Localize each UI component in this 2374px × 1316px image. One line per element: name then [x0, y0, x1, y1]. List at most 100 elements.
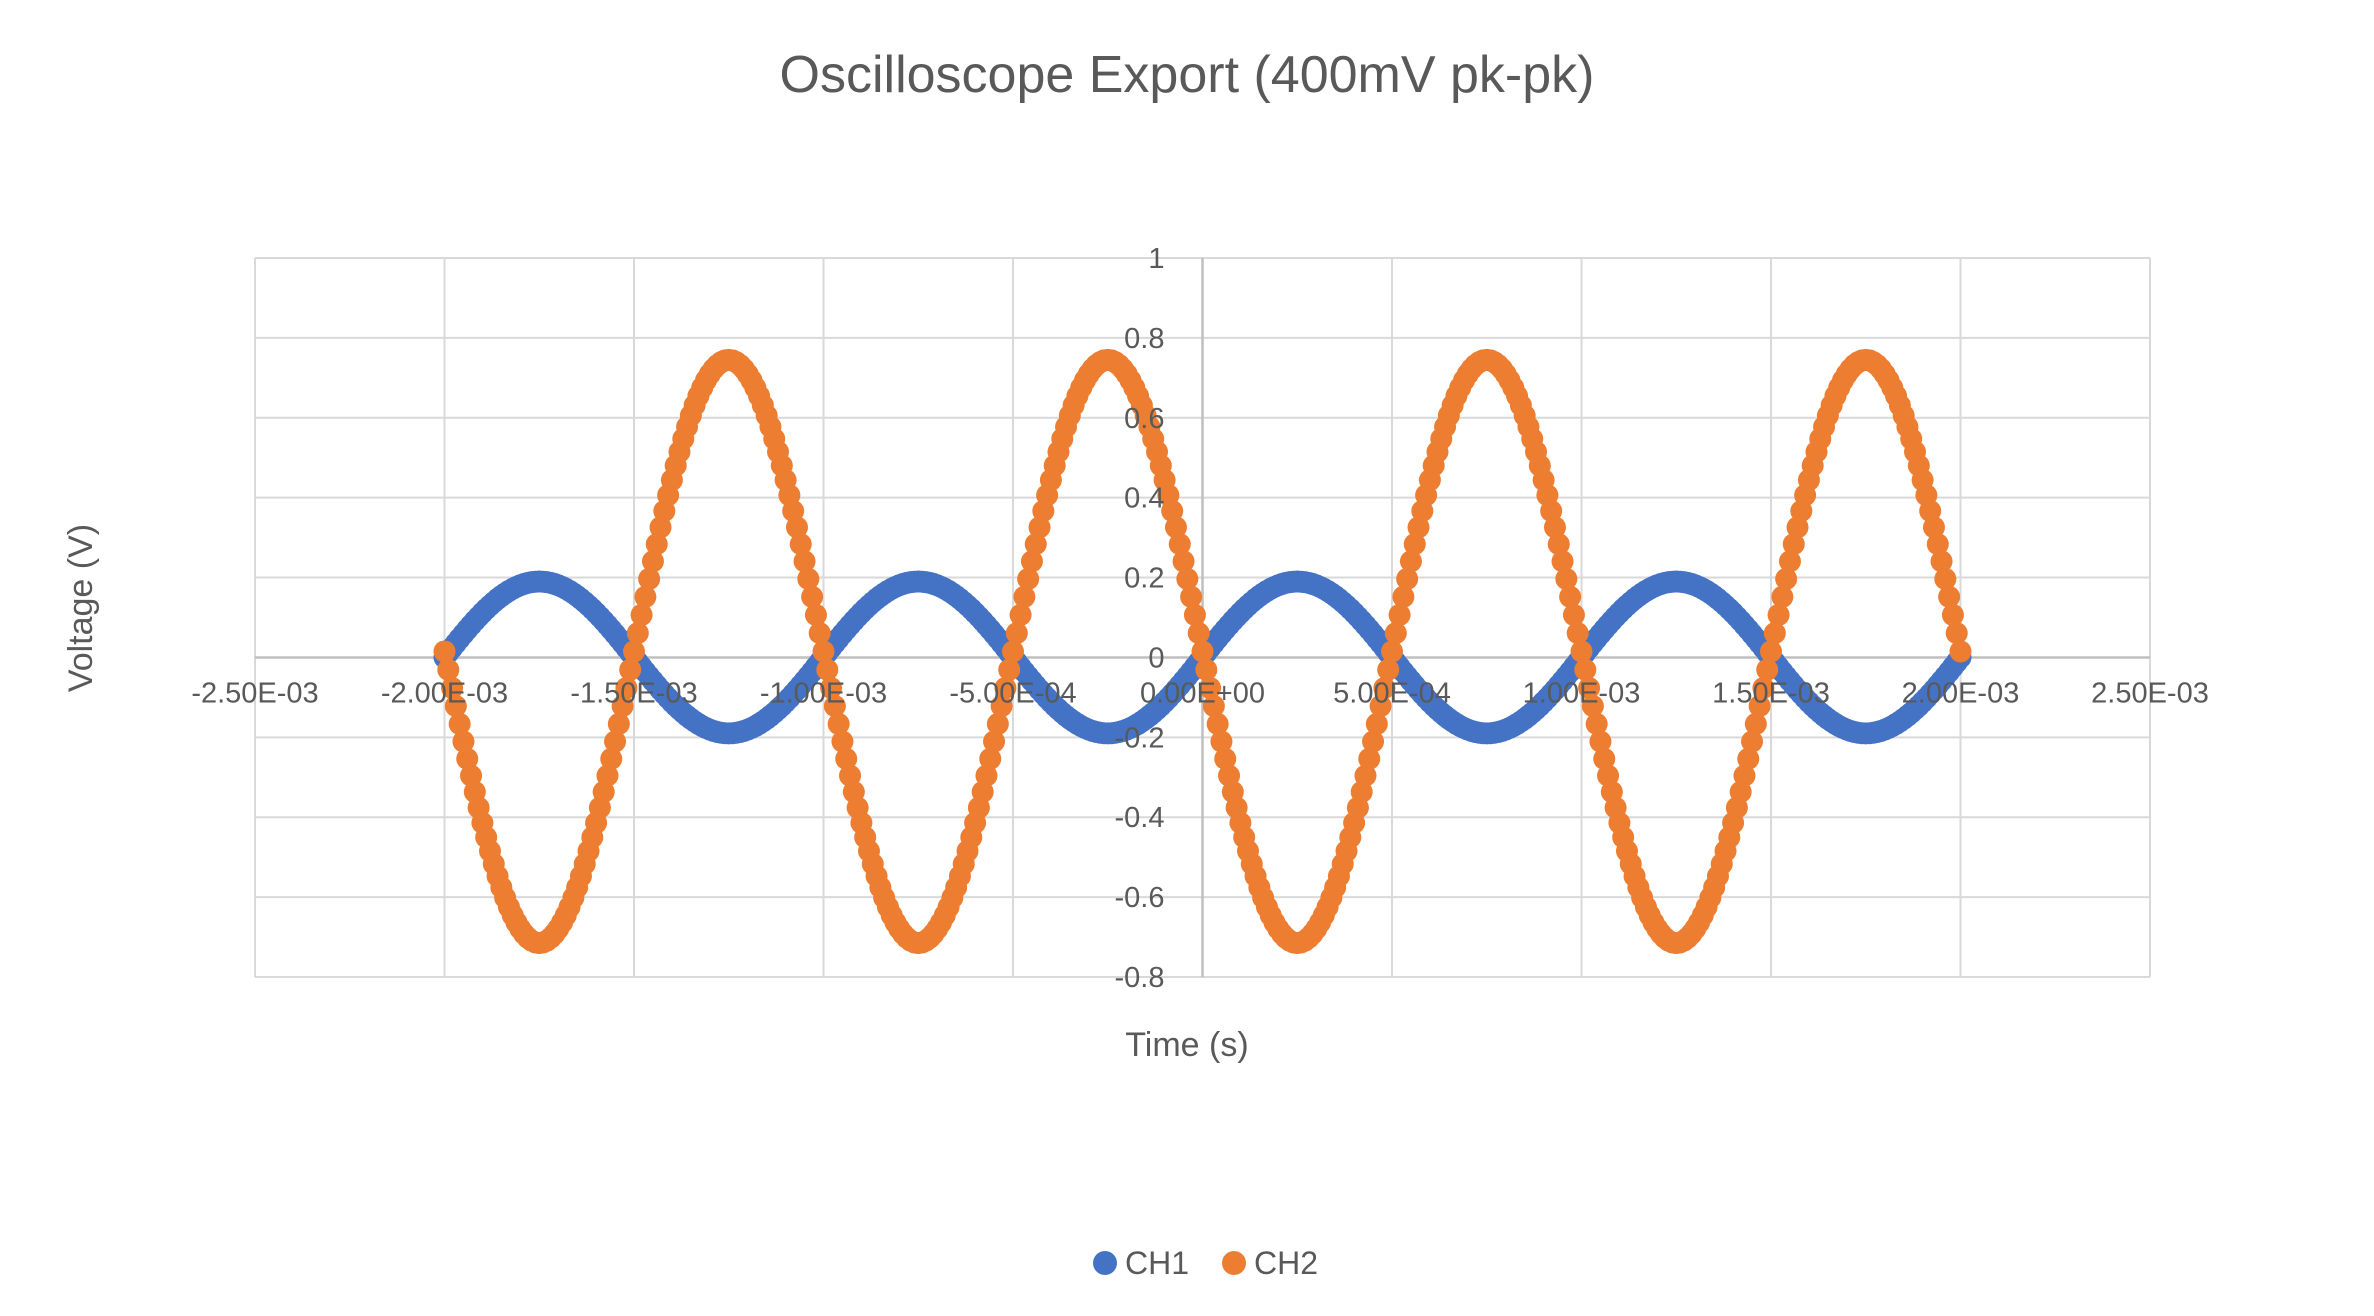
tick-labels: -2.50E-03 -2.00E-03 -1.50E-03 -1.00E-03 -5.0… [191, 243, 2209, 994]
ch2-point [1384, 622, 1407, 645]
legend-label-ch1: CH1 [1125, 1245, 1189, 1281]
ch2-point [1187, 622, 1210, 645]
ch2-point [1922, 516, 1945, 539]
ch2-point [619, 658, 642, 681]
ch2-point [1733, 764, 1756, 787]
ch2-point [1551, 550, 1574, 573]
ch2-point [1373, 677, 1396, 699]
series-layer [433, 348, 1972, 955]
x-tick-label: 1.00E-03 [1523, 677, 1641, 709]
ch2-point [789, 533, 812, 556]
ch2-point [801, 585, 824, 608]
ch2-point [1180, 585, 1203, 608]
ch2-point [1566, 622, 1589, 645]
x-tick-label: -5.00E-04 [949, 677, 1076, 709]
ch2-point [1164, 516, 1187, 539]
legend-label-ch2: CH2 [1254, 1245, 1318, 1281]
ch2-point [444, 695, 467, 718]
ch2-point [1593, 747, 1616, 770]
ch2-point [1744, 712, 1767, 735]
ch2-point [1737, 747, 1760, 770]
x-tick-label: 5.00E-04 [1333, 677, 1451, 709]
ch2-point [1555, 567, 1578, 590]
ch2-point [1005, 622, 1028, 645]
y-tick-label: 0.6 [1124, 403, 1164, 435]
ch2-point [808, 622, 831, 645]
ch2-point [1362, 730, 1385, 753]
ch2-point [1547, 533, 1570, 556]
ch2-point [1926, 533, 1949, 556]
y-tick-label: 0.2 [1124, 563, 1164, 595]
y-axis-title: Voltage (V) [62, 524, 100, 692]
ch2-point [1214, 747, 1237, 770]
y-tick-label: 1 [1148, 243, 1164, 275]
ch2-point [634, 585, 657, 608]
x-tick-label: 2.50E-03 [2091, 677, 2209, 709]
ch2-point [1949, 640, 1972, 663]
y-tick-label: -0.6 [1115, 882, 1165, 914]
ch2-point [1771, 585, 1794, 608]
plot-area: -2.50E-03 -2.00E-03 -1.50E-03 -1.00E-03 -5.0… [191, 243, 2209, 994]
ch2-point [1020, 550, 1043, 573]
ch2-point [600, 747, 623, 770]
ch2-point [630, 603, 653, 626]
ch2-point [835, 747, 858, 770]
ch2-point [1396, 567, 1419, 590]
ch2-point [448, 712, 471, 735]
ch2-point [1009, 603, 1032, 626]
ch2-point [1369, 695, 1392, 718]
x-tick-label: 0.00E+00 [1140, 677, 1265, 709]
ch2-point [1195, 658, 1218, 681]
ch2-point [433, 640, 456, 663]
x-tick-label: -2.50E-03 [191, 677, 318, 709]
ch2-point [1013, 585, 1036, 608]
ch2-point [1002, 640, 1024, 663]
ch2-point [1945, 622, 1968, 645]
ch2-point [1581, 695, 1604, 718]
ch2-point [804, 603, 827, 626]
legend-marker-ch2 [1222, 1251, 1246, 1275]
ch2-point [1760, 640, 1782, 663]
ch2-point [1585, 712, 1608, 735]
ch2-point [1741, 730, 1764, 753]
ch2-point [1578, 677, 1601, 699]
legend-marker-ch1 [1093, 1251, 1117, 1275]
ch2-point [1775, 567, 1798, 590]
ch2-point [1377, 658, 1400, 681]
ch2-point [1767, 603, 1790, 626]
ch2-point [816, 658, 839, 681]
y-tick-label: -0.8 [1115, 962, 1165, 994]
ch2-point [1202, 695, 1225, 718]
ch2-point [986, 712, 1009, 735]
series-ch1 [433, 570, 1972, 745]
ch2-point [823, 695, 846, 718]
y-tick-label: -0.2 [1115, 722, 1165, 754]
ch2-point [1756, 658, 1779, 681]
ch2-point [1941, 603, 1964, 626]
ch2-point [994, 677, 1017, 699]
ch2-point [1399, 550, 1422, 573]
ch2-point [1206, 712, 1229, 735]
ch2-point [1210, 730, 1233, 753]
ch2-point [456, 747, 479, 770]
ch2-point [1562, 603, 1585, 626]
ch2-point [1354, 764, 1377, 787]
ch2-point [831, 730, 854, 753]
ch2-point [626, 622, 649, 645]
ch2-point [1938, 585, 1961, 608]
ch2-point [1024, 533, 1047, 556]
ch2-point [1930, 550, 1953, 573]
x-tick-label: 2.00E-03 [1902, 677, 2020, 709]
ch2-point [979, 747, 1002, 770]
y-tick-label: 0.8 [1124, 323, 1164, 355]
ch2-point [611, 695, 634, 718]
ch2-point [1017, 567, 1040, 590]
x-tick-label: -2.00E-03 [381, 677, 508, 709]
ch2-point [1934, 567, 1957, 590]
ch2-point [1574, 658, 1597, 681]
ch2-point [820, 677, 843, 699]
ch2-point [1392, 585, 1415, 608]
ch2-point [638, 567, 661, 590]
ch2-point [441, 677, 464, 699]
